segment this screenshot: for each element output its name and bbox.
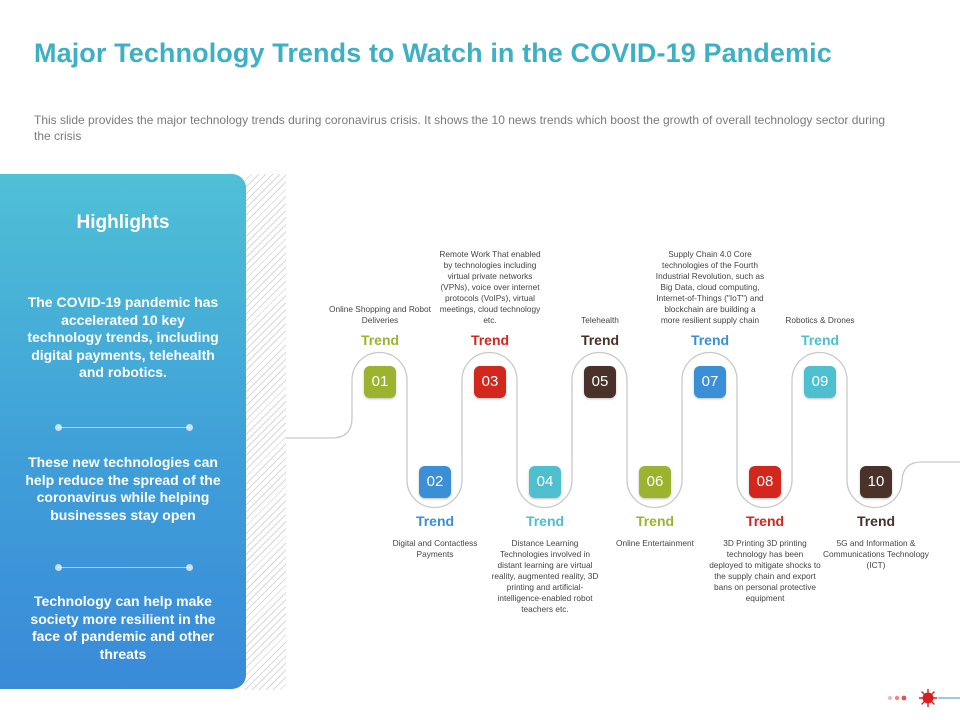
trend-03-box: 03 [474,366,506,398]
trend-01-label: Trend [360,332,400,348]
page-title: Major Technology Trends to Watch in the … [34,38,832,68]
trend-10-description: 5G and Information & Communications Tech… [823,538,929,570]
trend-06-box: 06 [639,466,671,498]
trend-03-description: Remote Work That enabled by technologies… [439,249,541,325]
trend-09-box: 09 [804,366,836,398]
trend-08-description: 3D Printing 3D printing technology has b… [709,538,821,603]
trend-04-box: 04 [529,466,561,498]
trend-09-label: Trend [800,332,840,348]
trend-05-box: 05 [584,366,616,398]
trend-06-label: Trend [635,513,675,529]
trend-02-description: Digital and Contactless Payments [392,538,478,559]
trend-04-label: Trend [525,513,565,529]
highlights-panel: Highlights The COVID-19 pandemic has acc… [0,174,246,689]
trend-07-description: Supply Chain 4.0 Core technologies of th… [655,249,765,325]
page-subtitle: This slide provides the major technology… [34,113,886,143]
highlight-point-2: These new technologies can help reduce t… [25,454,221,523]
trend-08-box: 08 [749,466,781,498]
brand-logo-icon [888,689,960,707]
trend-02-label: Trend [415,513,455,529]
trend-01-box: 01 [364,366,396,398]
highlights-heading: Highlights [76,212,170,233]
highlight-point-1: The COVID-19 pandemic has accelerated 10… [27,294,219,381]
trend-09-description: Robotics & Drones [785,315,855,325]
trend-08-label: Trend [745,513,785,529]
trend-05-description: Telehealth [581,315,619,325]
trend-06-description: Online Entertainment [616,538,694,548]
trend-07-box: 07 [694,366,726,398]
trend-07-label: Trend [690,332,730,348]
highlight-point-3: Technology can help make society more re… [30,593,216,662]
hatch-decoration [244,174,286,690]
trend-10-box: 10 [860,466,892,498]
trend-01-description: Online Shopping and Robot Deliveries [329,304,431,325]
trend-10-label: Trend [856,513,896,529]
trend-04-description: Distance Learning Technologies involved … [491,538,599,614]
trend-05-label: Trend [580,332,620,348]
trend-02-box: 02 [419,466,451,498]
trend-03-label: Trend [470,332,510,348]
highlight-divider [55,564,193,571]
highlight-divider [55,424,193,431]
